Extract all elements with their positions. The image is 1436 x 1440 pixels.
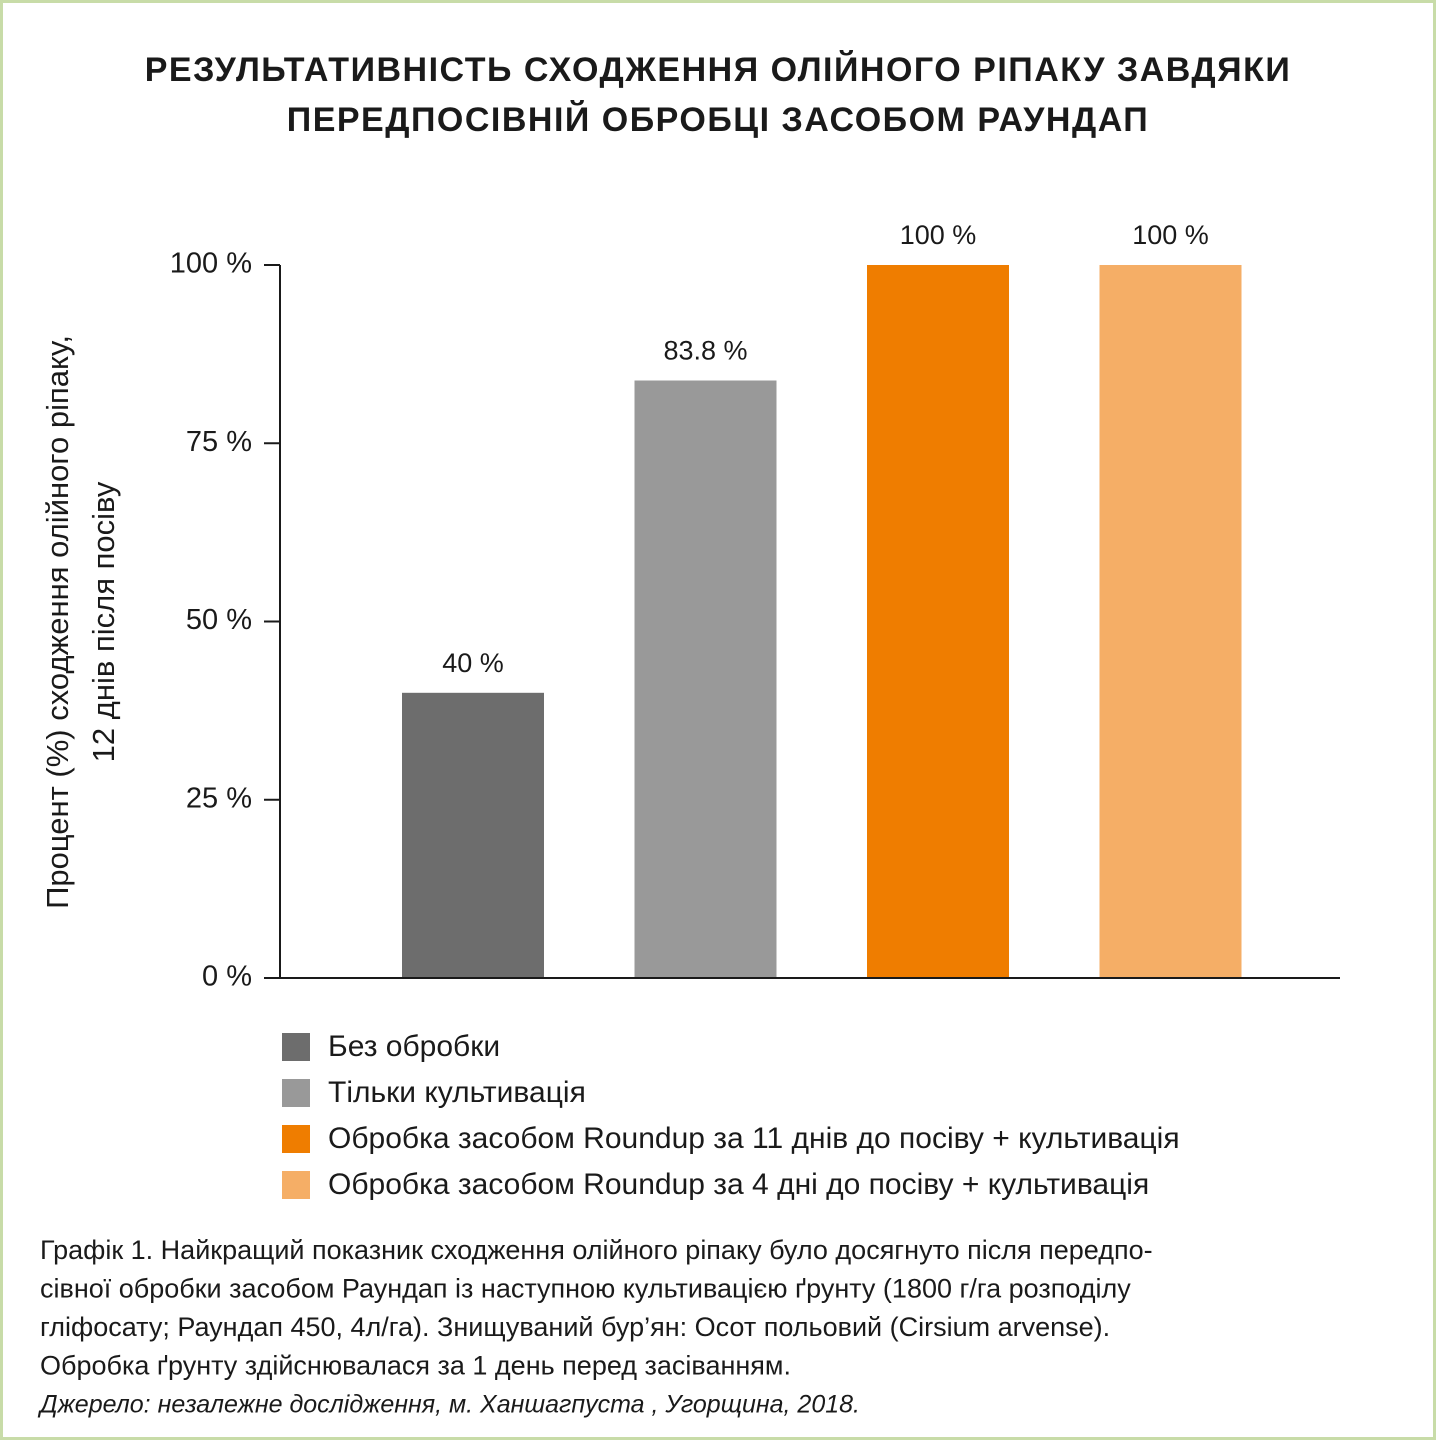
- bar: [402, 692, 544, 978]
- legend-swatch: [282, 1079, 310, 1107]
- source: Джерело: незалежне дослідження, м. Ханша…: [37, 1391, 860, 1419]
- y-axis-label: Процент (%) сходження олійного ріпаку, 12…: [40, 335, 121, 909]
- caption-line: сівної обробки засобом Раундап із наступ…: [40, 1274, 1131, 1304]
- caption-line: гліфосату; Раундап 450, 4л/га). Знищуван…: [40, 1312, 1110, 1342]
- y-axis-label-line: 12 днів після посіву: [86, 481, 121, 762]
- y-axis-label-line: Процент (%) сходження олійного ріпаку,: [40, 335, 75, 909]
- legend-swatch: [282, 1033, 310, 1061]
- legend-label: Обробка засобом Roundup за 4 дні до посі…: [328, 1168, 1149, 1201]
- legend-label: Без обробки: [328, 1030, 500, 1063]
- value-label: 83.8 %: [663, 336, 747, 366]
- chart-title: ПЕРЕДПОСІВНІЙ ОБРОБЦІ ЗАСОБОМ РАУНДАП: [287, 100, 1149, 139]
- value-label: 100 %: [1132, 220, 1209, 250]
- value-label: 100 %: [900, 220, 977, 250]
- bar: [634, 380, 777, 979]
- bar: [1099, 265, 1242, 978]
- y-tick-label: 75 %: [186, 426, 252, 458]
- caption-line: Обробка ґрунту здійснювалася за 1 день п…: [40, 1351, 791, 1381]
- bar: [867, 265, 1009, 978]
- legend-label: Тільки культивація: [328, 1076, 586, 1109]
- value-label: 40 %: [442, 648, 504, 678]
- y-tick-label: 25 %: [186, 782, 252, 814]
- chart-title: РЕЗУЛЬТАТИВНІСТЬ СХОДЖЕННЯ ОЛІЙНОГО РІПА…: [145, 50, 1292, 89]
- y-tick-label: 100 %: [170, 248, 252, 280]
- y-tick-label: 50 %: [186, 604, 252, 636]
- y-tick-label: 0 %: [202, 961, 252, 993]
- legend-swatch: [282, 1171, 310, 1199]
- legend-swatch: [282, 1125, 310, 1153]
- caption-line: Графік 1. Найкращий показник сходження о…: [40, 1235, 1153, 1265]
- legend-label: Обробка засобом Roundup за 11 днів до по…: [328, 1122, 1180, 1155]
